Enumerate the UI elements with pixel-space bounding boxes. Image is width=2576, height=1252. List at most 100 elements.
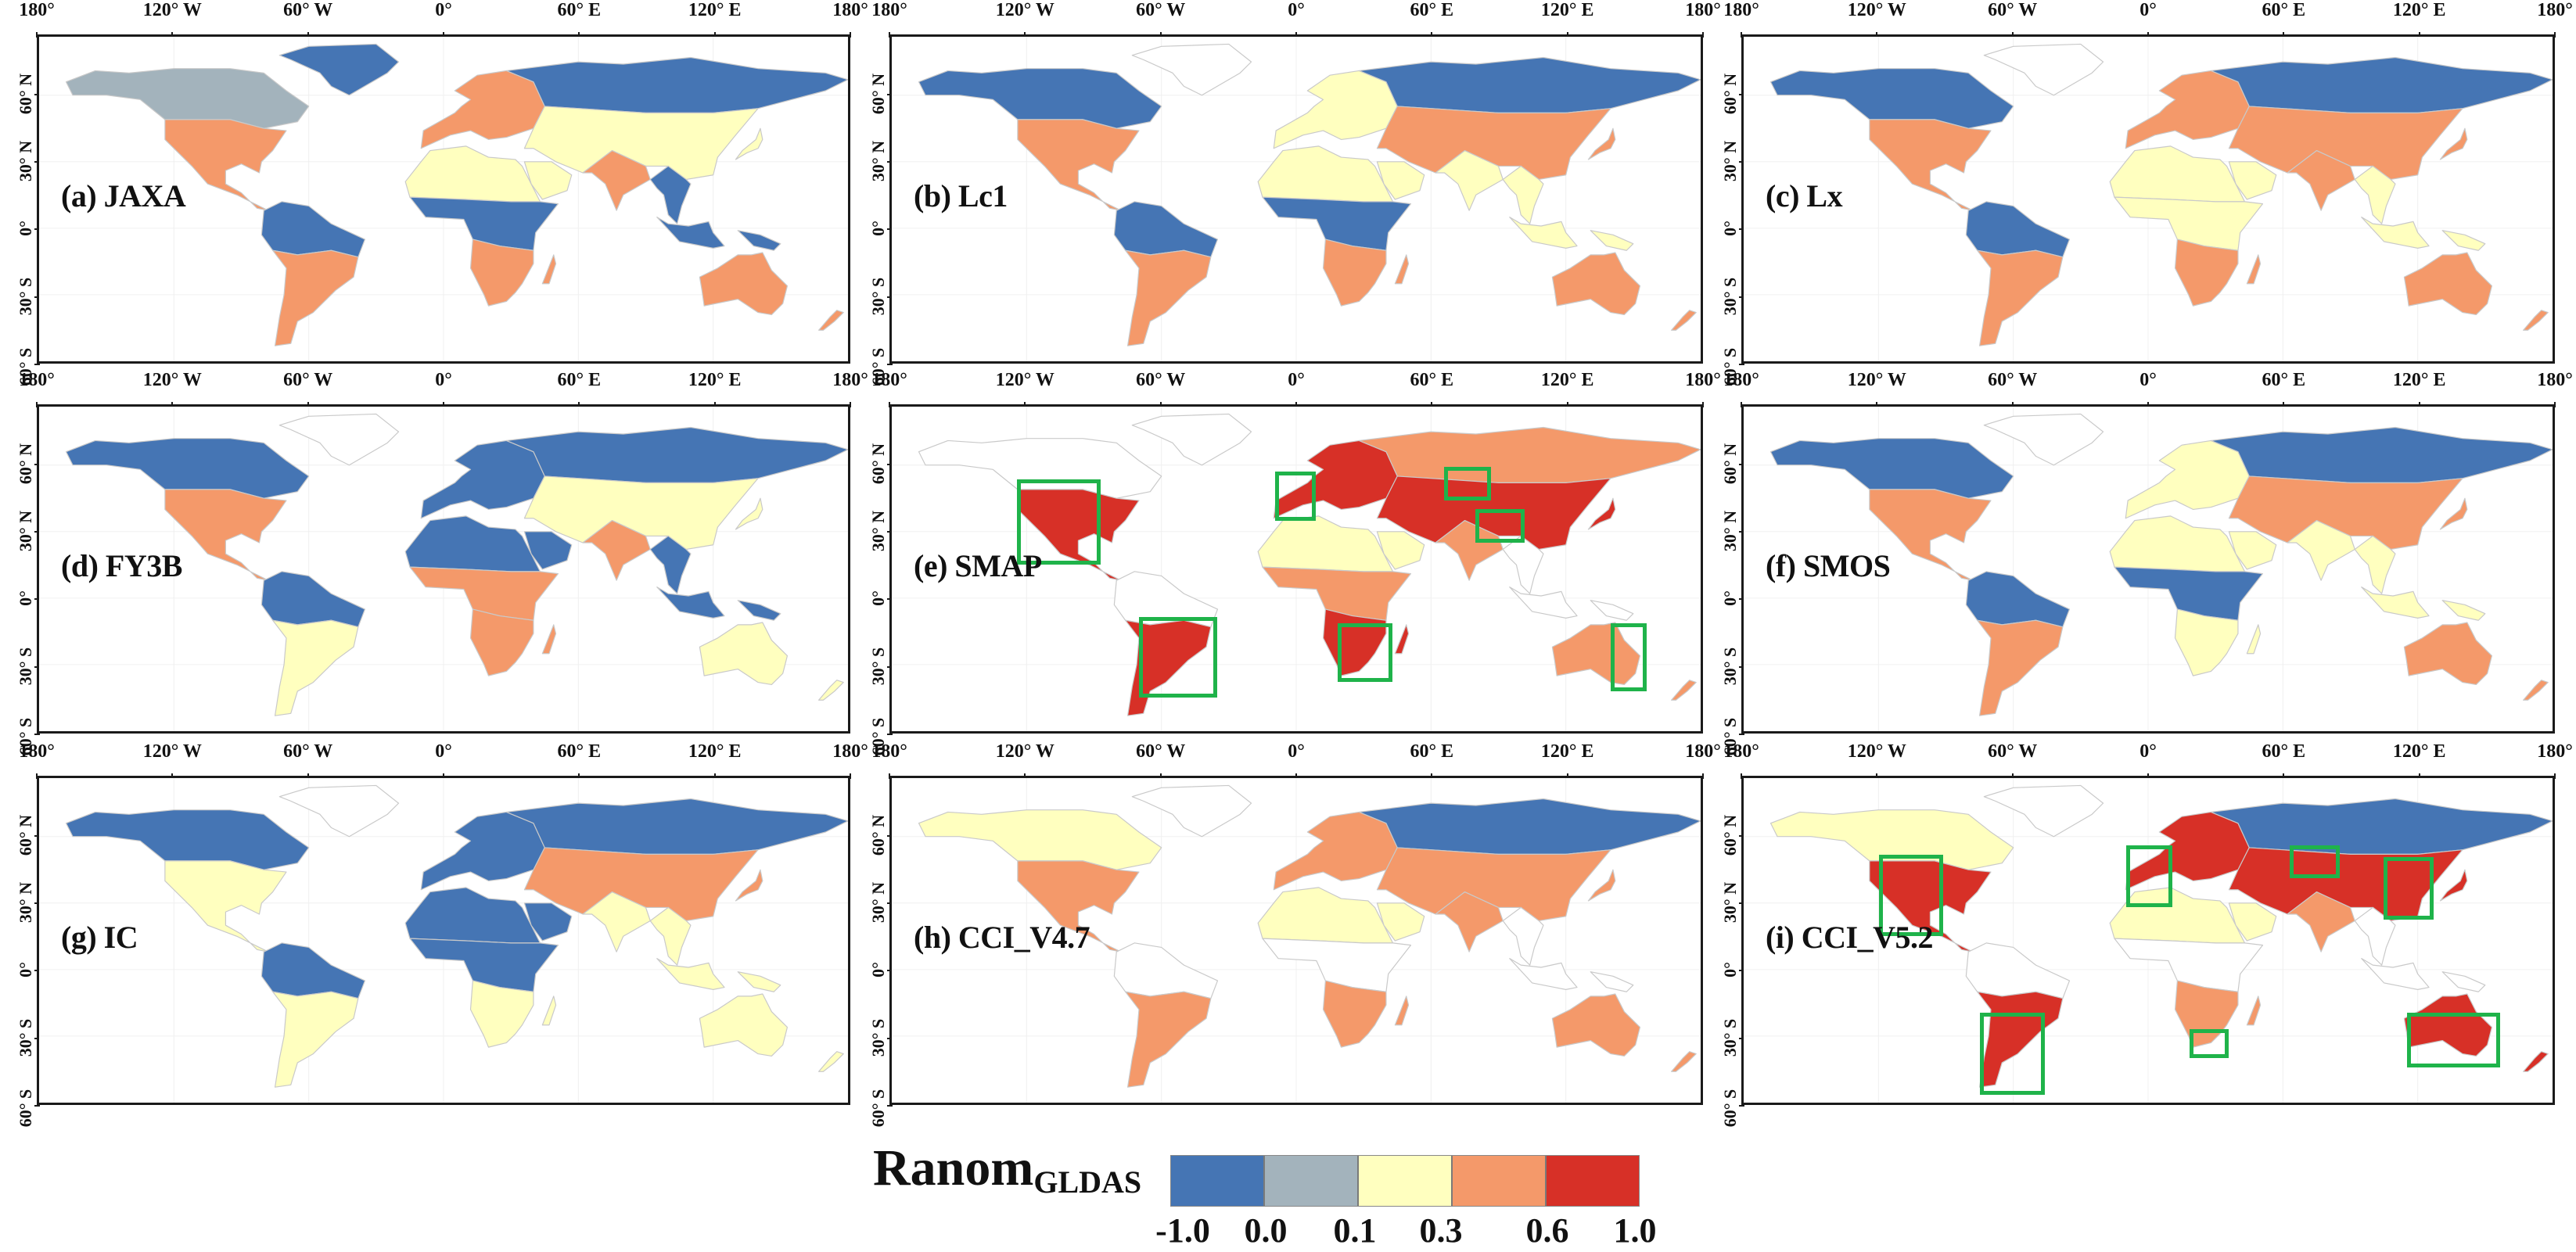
region-madagascar <box>541 254 557 285</box>
region-europe <box>420 70 545 149</box>
region-indonesia <box>656 958 725 990</box>
region-nz <box>2523 310 2549 331</box>
lat-tick-label: 0° <box>16 962 35 978</box>
lon-tick-label: 60° W <box>283 741 333 762</box>
region-africa_c <box>2114 938 2264 992</box>
lon-tick-label: 60° W <box>1136 0 1186 20</box>
panel-label: (d) FY3B <box>61 548 182 583</box>
lon-tick <box>1702 402 1704 407</box>
region-sahara <box>1257 515 1394 572</box>
region-sa_north <box>1113 201 1219 258</box>
region-australia <box>2403 993 2493 1057</box>
highlight-box <box>1444 466 1492 500</box>
region-seasia <box>1502 165 1544 224</box>
lon-tick-label: 180° <box>2537 370 2573 390</box>
highlight-box <box>1979 1013 2045 1095</box>
lon-tick-label: 60° E <box>1410 370 1454 390</box>
region-nz <box>1671 310 1697 331</box>
lat-tick-label: 30° S <box>868 1018 888 1056</box>
lon-tick-label: 180° <box>1685 0 1721 20</box>
lon-tick-label: 120° W <box>1847 0 1906 20</box>
lat-tick-label: 30° S <box>1720 277 1740 315</box>
region-australia <box>699 252 789 316</box>
region-africa_s <box>1322 980 1387 1048</box>
map-frame: (g) IC <box>37 776 850 1105</box>
legend-swatch <box>1171 1156 1265 1206</box>
lon-tick-label: 0° <box>435 741 452 762</box>
region-indonesia <box>2361 217 2430 249</box>
region-na_north <box>1769 68 2014 129</box>
lat-tick <box>887 734 893 735</box>
region-japan <box>1587 497 1616 530</box>
region-na_south <box>164 860 287 952</box>
region-na_south <box>1869 860 1992 952</box>
lon-tick-label: 60° E <box>2262 741 2306 762</box>
region-arabia <box>1376 161 1425 200</box>
region-newguinea <box>737 230 781 251</box>
lon-tick-label: 0° <box>2139 0 2157 20</box>
highlight-box <box>1274 472 1316 522</box>
region-australia <box>1551 622 1641 686</box>
lon-tick-label: 120° E <box>2392 370 2446 390</box>
lon-tick-label: 180° <box>832 741 868 762</box>
region-india <box>582 891 651 952</box>
region-russia <box>505 798 848 855</box>
lon-tick-label: 180° <box>871 741 907 762</box>
map-frame: (h) CCI_V4.7 <box>889 776 1703 1105</box>
region-na_north <box>65 68 310 129</box>
lat-tick-label: 30° N <box>16 881 35 924</box>
panel-label: (a) JAXA <box>61 178 186 213</box>
lon-tick-label: 120° W <box>995 741 1054 762</box>
lat-tick <box>1739 364 1744 365</box>
highlight-box <box>2189 1029 2229 1059</box>
highlight-box <box>1017 479 1101 565</box>
region-sa_south <box>272 249 359 346</box>
region-australia <box>1551 993 1641 1057</box>
region-africa_c <box>2114 566 2264 621</box>
region-africa_c <box>1262 938 1412 992</box>
lat-tick-label: 30° N <box>16 140 35 182</box>
region-africa_s <box>2174 608 2239 676</box>
highlight-box <box>2289 845 2341 878</box>
region-japan <box>2439 127 2468 160</box>
lon-tick-label: 120° E <box>1540 370 1594 390</box>
lon-tick-label: 180° <box>2537 741 2573 762</box>
region-indonesia <box>2361 958 2430 990</box>
lon-tick-label: 120° E <box>1540 0 1594 20</box>
region-na_south <box>1017 119 1140 211</box>
lon-tick-label: 180° <box>1723 0 1759 20</box>
lat-tick-label: 0° <box>868 221 888 237</box>
region-newguinea <box>2441 230 2486 251</box>
lat-tick-label: 30° N <box>868 510 888 552</box>
region-sa_north <box>1965 201 2071 258</box>
region-russia <box>505 56 848 113</box>
lat-tick-label: 60° N <box>868 73 888 114</box>
region-nz <box>1671 1051 1697 1072</box>
lon-tick <box>850 402 851 407</box>
lon-tick-label: 180° <box>832 370 868 390</box>
lat-tick <box>34 364 40 365</box>
region-arabia <box>2228 902 2277 942</box>
region-india <box>2287 891 2355 952</box>
region-newguinea <box>1590 230 1634 251</box>
region-sa_south <box>1125 619 1212 716</box>
region-na_north <box>65 438 310 499</box>
region-europe <box>1273 811 1398 891</box>
lat-tick-label: 30° S <box>16 277 35 315</box>
lat-tick-label: 30° S <box>868 277 888 315</box>
region-sa_north <box>1965 571 2071 628</box>
lat-tick-label: 60° S <box>1720 1089 1740 1128</box>
lat-tick-label: 60° S <box>868 1089 888 1128</box>
map-panel-h: 180° 120° W 60° W 0° 60° E 120° E 180° 60° N 30°… <box>868 741 1721 1127</box>
region-africa_c <box>2114 196 2264 251</box>
region-seasia <box>649 535 692 594</box>
lon-tick-label: 60° W <box>1136 741 1186 762</box>
lat-tick-label: 60° N <box>1720 73 1740 114</box>
region-na_north <box>918 68 1162 129</box>
panel-label: (f) SMOS <box>1766 548 1891 583</box>
legend-swatch <box>1453 1156 1547 1206</box>
region-arabia <box>523 531 573 570</box>
highlight-box <box>2406 1013 2501 1068</box>
lat-tick-label: 60° S <box>16 1089 35 1128</box>
region-greenland <box>278 43 400 96</box>
